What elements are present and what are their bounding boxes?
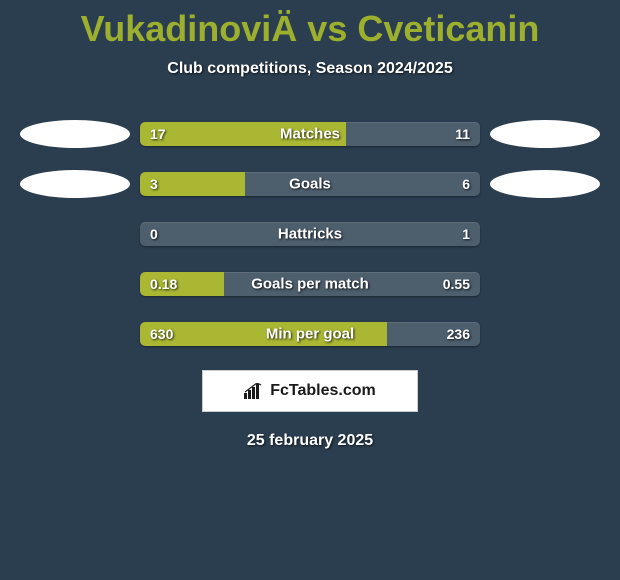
spacer — [20, 270, 130, 298]
stat-bar: 17 Matches 11 — [140, 122, 480, 146]
stat-row: 0.18 Goals per match 0.55 — [0, 270, 620, 298]
spacer — [490, 270, 600, 298]
stat-label: Matches — [280, 126, 340, 143]
date-text: 25 february 2025 — [0, 432, 620, 450]
stat-value-right: 1 — [462, 226, 470, 242]
stat-value-left: 0.18 — [150, 276, 177, 292]
player-right-oval — [490, 170, 600, 198]
player-right-oval — [490, 120, 600, 148]
stat-label: Goals per match — [251, 276, 369, 293]
stat-label: Goals — [289, 176, 331, 193]
player-left-oval — [20, 170, 130, 198]
stat-value-left: 17 — [150, 126, 166, 142]
player-left-oval — [20, 120, 130, 148]
stats-container: 17 Matches 11 3 Goals 6 0 Hattricks 1 0.18 Goals p… — [0, 120, 620, 348]
stat-row: 0 Hattricks 1 — [0, 220, 620, 248]
spacer — [490, 320, 600, 348]
stat-row: 17 Matches 11 — [0, 120, 620, 148]
spacer — [20, 320, 130, 348]
logo-text: FcTables.com — [270, 382, 376, 400]
stat-value-right: 0.55 — [443, 276, 470, 292]
stat-value-right: 11 — [455, 126, 470, 142]
stat-row: 3 Goals 6 — [0, 170, 620, 198]
stat-label: Min per goal — [266, 326, 354, 343]
bar-chart-icon — [244, 383, 264, 399]
stat-value-right: 6 — [462, 176, 470, 192]
stat-bar: 3 Goals 6 — [140, 172, 480, 196]
spacer — [20, 220, 130, 248]
spacer — [490, 220, 600, 248]
page-title: VukadinoviÄ vs Cveticanin — [0, 0, 620, 50]
stat-value-right: 236 — [447, 326, 470, 342]
stat-value-left: 630 — [150, 326, 173, 342]
subtitle: Club competitions, Season 2024/2025 — [0, 60, 620, 78]
stat-value-left: 0 — [150, 226, 158, 242]
stat-row: 630 Min per goal 236 — [0, 320, 620, 348]
stat-label: Hattricks — [278, 226, 342, 243]
stat-value-left: 3 — [150, 176, 158, 192]
fctables-logo[interactable]: FcTables.com — [202, 370, 418, 412]
stat-bar: 0 Hattricks 1 — [140, 222, 480, 246]
stat-bar: 630 Min per goal 236 — [140, 322, 480, 346]
stat-bar: 0.18 Goals per match 0.55 — [140, 272, 480, 296]
